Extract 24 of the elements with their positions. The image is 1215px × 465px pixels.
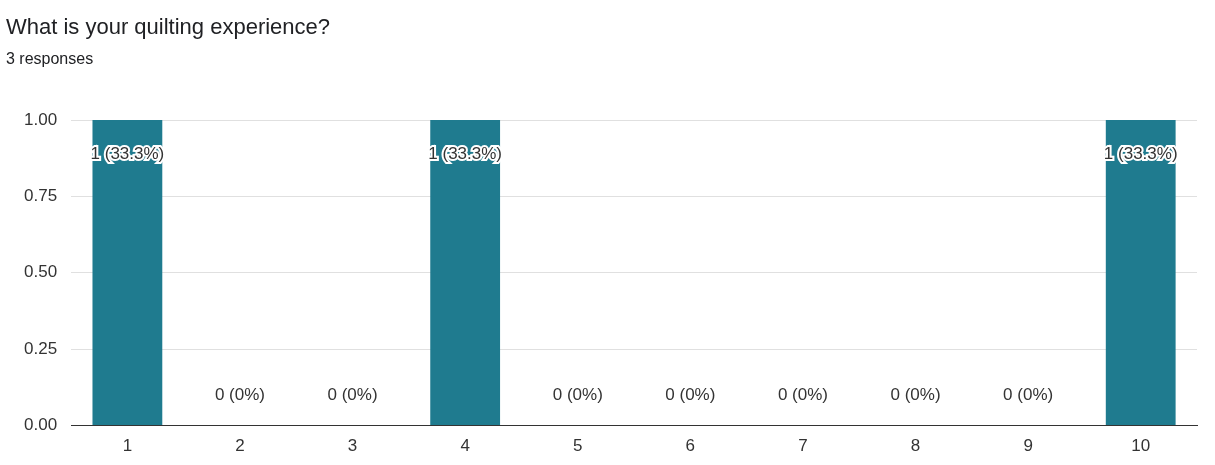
x-tick-label: 1 (122, 436, 133, 456)
x-tick-label: 6 (685, 436, 696, 456)
data-label: 0 (0%) (665, 385, 716, 405)
data-label: 0 (0%) (552, 385, 603, 405)
y-tick-label: 1.00 (23, 109, 58, 129)
y-tick-label: 0.00 (23, 415, 58, 435)
x-tick-label: 8 (910, 436, 921, 456)
y-tick-label: 0.50 (23, 262, 58, 282)
x-tick-label: 2 (235, 436, 245, 456)
y-tick-label: 0.75 (23, 186, 58, 206)
data-label: 0 (0%) (214, 385, 266, 405)
data-label: 0 (0%) (890, 385, 941, 405)
data-label: 0 (0%) (1003, 385, 1054, 405)
data-label: 0 (0%) (327, 385, 378, 405)
x-tick-label: 3 (347, 436, 358, 456)
x-tick-label: 5 (573, 436, 583, 456)
x-tick-label: 9 (1023, 436, 1033, 456)
x-tick-label: 10 (1131, 436, 1151, 456)
data-label: 0 (0%) (777, 385, 828, 405)
x-tick-label: 4 (460, 436, 470, 456)
chart-subtitle: 3 responses (6, 50, 94, 68)
y-tick-label: 0.25 (23, 338, 58, 358)
chart-title: What is your quilting experience? (6, 14, 331, 40)
x-tick-label: 7 (798, 436, 808, 456)
